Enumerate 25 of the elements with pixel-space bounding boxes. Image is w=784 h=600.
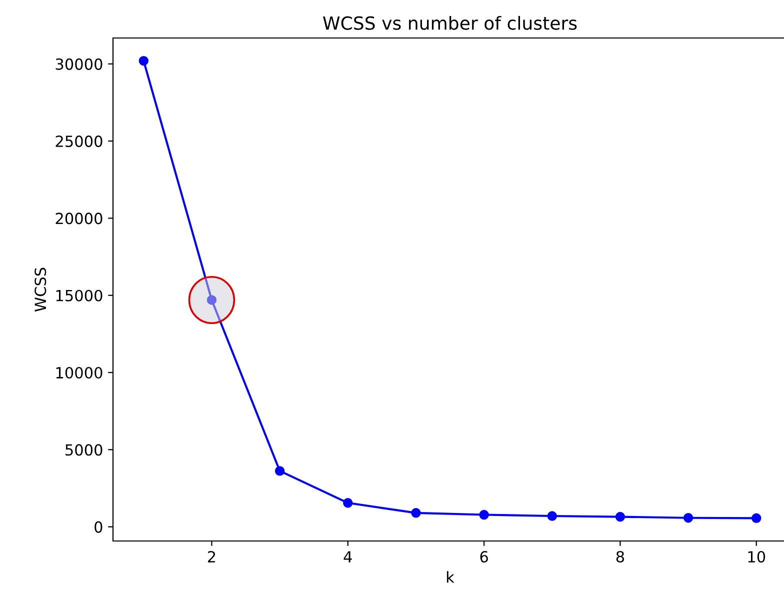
x-axis-title: k (446, 571, 454, 583)
y-tick-label: 30000 (56, 58, 102, 70)
y-tick-label: 0 (94, 521, 102, 533)
point (206, 295, 217, 305)
y-tick-label: 5000 (66, 444, 102, 456)
point (547, 511, 557, 521)
point (343, 498, 353, 508)
y-tick-label: 10000 (56, 366, 102, 379)
point (274, 466, 285, 476)
x-tick-label: 4 (344, 551, 352, 562)
x-tick-label: 6 (480, 550, 488, 563)
x-tick-label: 2 (208, 550, 216, 562)
y-axis-title: WCSS (34, 268, 46, 312)
point (615, 512, 626, 522)
point (683, 512, 694, 523)
point (752, 513, 762, 524)
point (138, 56, 148, 66)
y-tick-label: 25000 (56, 136, 102, 148)
point (411, 508, 421, 518)
y-tick-label: 15000 (56, 290, 102, 302)
x-tick-label: 8 (616, 550, 624, 563)
x-tick-label: 10 (748, 550, 766, 563)
chart-title: WCSS vs number of clusters (323, 16, 577, 30)
point (479, 510, 489, 520)
y-tick-label: 20000 (56, 212, 102, 224)
